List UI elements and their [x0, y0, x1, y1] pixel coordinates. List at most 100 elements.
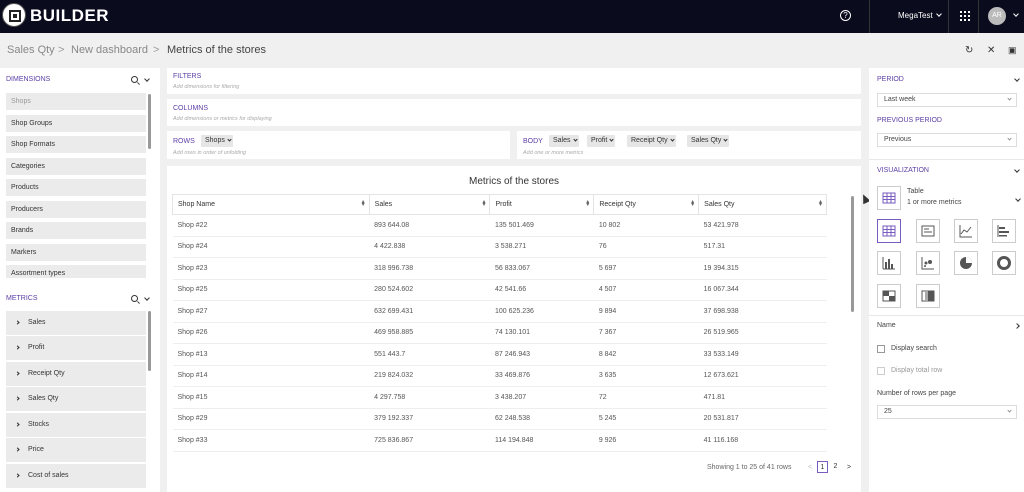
column-chart-icon[interactable]	[877, 251, 901, 275]
scrollbar[interactable]	[148, 94, 151, 149]
metric-item[interactable]: Receipt Qty	[6, 362, 146, 386]
chevron-down-icon[interactable]	[1014, 167, 1020, 173]
scrollbar[interactable]	[851, 196, 854, 312]
table-cell: Shop #22	[172, 214, 370, 237]
pie-chart-icon[interactable]	[954, 251, 978, 275]
rows-zone[interactable]: ROWS Shops Add rows in order of unfoldin…	[167, 131, 510, 159]
table-row[interactable]: Shop #13 551 443.7 87 246.943 8 842 33 533.1…	[172, 343, 827, 366]
display-total-row-checkbox[interactable]	[877, 367, 885, 375]
table-cell: 318 996.738	[369, 257, 490, 280]
pagination-prev[interactable]: <	[808, 464, 813, 471]
pagination-page[interactable]: 1	[817, 461, 828, 473]
previous-period-select[interactable]: Previous	[877, 133, 1017, 147]
rows-per-page-select[interactable]: 25	[877, 405, 1017, 419]
help-icon[interactable]: ?	[840, 10, 851, 21]
column-header[interactable]: Profit ▴ ▾	[489, 194, 594, 215]
body-chip-receipt-qty[interactable]: Receipt Qty	[627, 135, 676, 147]
table-row[interactable]: Shop #15 4 297.758 3 438.207 72 471.81	[172, 386, 827, 409]
metric-item[interactable]: Sales Qty	[6, 387, 146, 411]
search-icon[interactable]	[131, 295, 138, 302]
metric-item[interactable]: Stocks	[6, 413, 146, 437]
column-header[interactable]: Sales Qty ▴ ▾	[698, 194, 827, 215]
body-chip-sales-qty[interactable]: Sales Qty	[687, 135, 730, 147]
table-row[interactable]: Shop #24 4 422.838 3 538.271 76 517.31	[172, 236, 827, 258]
search-icon[interactable]	[131, 76, 138, 83]
table-icon[interactable]	[877, 186, 901, 210]
table-row[interactable]: Shop #22 893 644.08 135 501.469 10 802 53 42…	[172, 214, 827, 237]
visualization-label: VISUALIZATION	[877, 167, 929, 174]
chevron-down-icon[interactable]	[1015, 196, 1021, 202]
column-header[interactable]: Shop Name ▴ ▾	[172, 194, 370, 215]
sort-icon[interactable]: ▴ ▾	[691, 199, 695, 208]
body-chip-profit[interactable]: Profit	[587, 135, 616, 147]
breadcrumb-item[interactable]: New dashboard	[71, 44, 149, 56]
dimension-item[interactable]: Shops	[6, 93, 146, 110]
filters-zone[interactable]: FILTERS Add dimensions for filtering	[167, 68, 861, 94]
dimension-item[interactable]: Shop Groups	[6, 115, 146, 132]
card-icon[interactable]	[916, 219, 940, 243]
previous-period-label: PREVIOUS PERIOD	[877, 117, 942, 124]
table-row[interactable]: Shop #25 280 524.602 42 541.66 4 507 16 067.…	[172, 279, 827, 301]
logo-icon[interactable]	[2, 3, 26, 27]
dimension-item[interactable]: Producers	[6, 201, 146, 218]
columns-zone[interactable]: COLUMNS Add dimensions or metrics for di…	[167, 99, 861, 126]
body-chip-sales[interactable]: Sales	[549, 135, 579, 147]
dimension-item[interactable]: Brands	[6, 222, 146, 239]
divider	[948, 0, 949, 33]
avatar[interactable]: AR	[988, 7, 1006, 25]
chevron-down-icon[interactable]	[1014, 76, 1020, 82]
metric-item[interactable]: Price	[6, 438, 146, 462]
table-cell: 5 245	[593, 408, 699, 430]
chevron-down-icon[interactable]	[1013, 11, 1019, 17]
metric-item[interactable]: Profit	[6, 336, 146, 360]
dimension-item[interactable]: Assortment types	[6, 265, 146, 278]
table-icon[interactable]	[877, 219, 901, 243]
dimension-item[interactable]: Markers	[6, 244, 146, 261]
user-menu[interactable]: MegaTest	[898, 11, 942, 20]
sort-icon[interactable]: ▴ ▾	[818, 199, 822, 208]
sort-icon[interactable]: ▴ ▾	[361, 199, 365, 208]
line-chart-icon[interactable]	[954, 219, 978, 243]
app-title[interactable]: BUILDER	[30, 6, 110, 25]
column-header[interactable]: Receipt Qty ▴ ▾	[593, 194, 699, 215]
column-header-label: Sales	[374, 201, 393, 208]
scatter-icon[interactable]	[916, 251, 940, 275]
divider	[978, 0, 979, 33]
table-row[interactable]: Shop #27 632 699.431 100 625.236 9 894 37 69…	[172, 300, 827, 323]
columns-hint: Add dimensions or metrics for displaying	[173, 116, 272, 122]
breadcrumb-item[interactable]: Sales Qty	[7, 44, 55, 56]
apps-grid-icon[interactable]	[960, 11, 970, 21]
chevron-right-icon[interactable]	[1014, 323, 1020, 329]
donut-chart-icon[interactable]	[992, 251, 1016, 275]
close-icon[interactable]: ✕	[987, 45, 996, 56]
treemap-icon[interactable]	[877, 284, 901, 308]
display-search-checkbox[interactable]	[877, 345, 885, 353]
scrollbar[interactable]	[148, 311, 151, 371]
table-row[interactable]: Shop #29 379 192.337 62 248.538 5 245 20 531…	[172, 408, 827, 430]
dimension-item[interactable]: Shop Formats	[6, 136, 146, 153]
dimension-item[interactable]: Categories	[6, 158, 146, 175]
save-icon[interactable]: ▣	[1008, 45, 1017, 55]
chevron-down-icon[interactable]	[144, 76, 150, 82]
pagination-next[interactable]: >	[847, 464, 852, 471]
rows-chip-shops[interactable]: Shops	[201, 135, 233, 147]
sort-icon[interactable]: ▴ ▾	[586, 199, 590, 208]
body-zone[interactable]: BODY Sales Profit Receipt Qty Sales Qty …	[517, 131, 861, 159]
column-header[interactable]: Sales ▴ ▾	[368, 194, 490, 215]
table-row[interactable]: Shop #33 725 836.867 114 194.848 9 926 41 11…	[172, 429, 827, 452]
table-row[interactable]: Shop #14 219 824.032 33 469.876 3 635 12 673…	[172, 365, 827, 387]
dimension-item[interactable]: Products	[6, 179, 146, 196]
period-select[interactable]: Last week	[877, 93, 1017, 107]
page-title: Metrics of the stores	[167, 44, 267, 56]
bar-chart-icon[interactable]	[992, 219, 1016, 243]
table-row[interactable]: Shop #23 318 996.738 56 833.067 5 697 19 394…	[172, 257, 827, 280]
sort-icon[interactable]: ▴ ▾	[482, 199, 486, 208]
chevron-down-icon[interactable]	[144, 295, 150, 301]
heatmap-icon[interactable]	[916, 284, 940, 308]
pagination-page[interactable]: 2	[833, 463, 838, 470]
refresh-icon[interactable]: ↻	[965, 45, 974, 56]
table-row[interactable]: Shop #26 469 958.885 74 130.101 7 367 26 519…	[172, 322, 827, 344]
name-label[interactable]: Name	[877, 322, 896, 329]
metric-item[interactable]: Sales	[6, 311, 146, 335]
metric-item[interactable]: Cost of sales	[6, 464, 146, 488]
